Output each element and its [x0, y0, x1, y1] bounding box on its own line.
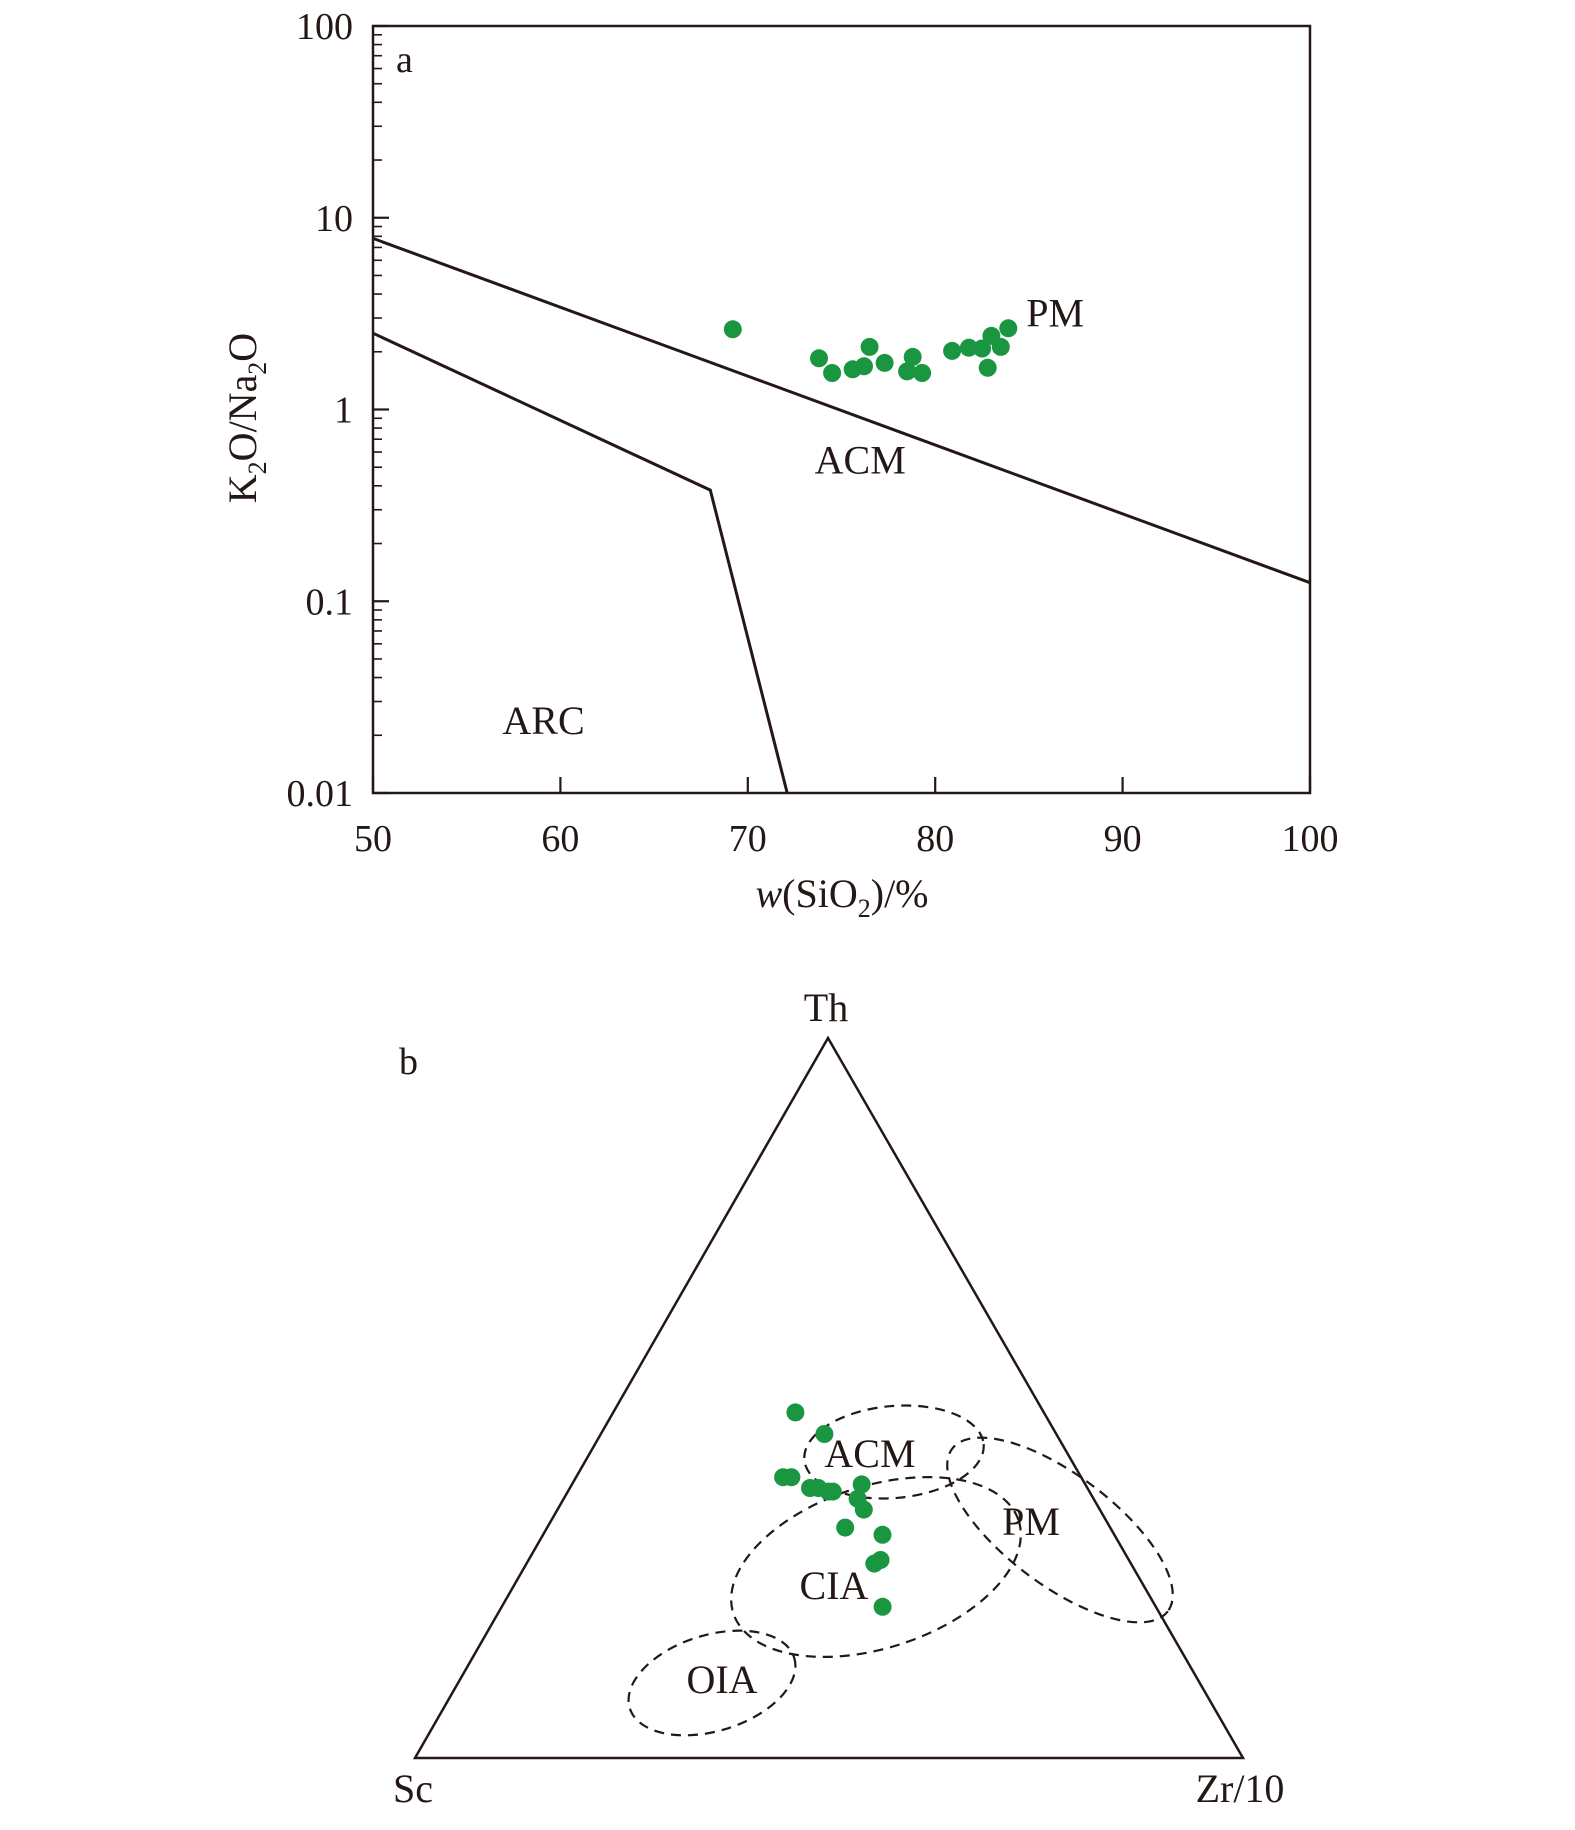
x-axis-title-italic: w	[755, 871, 782, 916]
x-tick-label: 100	[1282, 818, 1339, 860]
data-point	[903, 347, 922, 366]
data-point	[999, 319, 1018, 338]
field-label-acm: ACM	[824, 1431, 915, 1476]
data-point	[823, 364, 842, 382]
region-label-pm: PM	[1026, 291, 1084, 336]
panel-label-a: a	[396, 39, 413, 81]
field-cia-outline	[730, 1475, 1022, 1659]
boundary-line-2	[372, 331, 789, 794]
tectonic-fields	[627, 1404, 1174, 1737]
x-axis-title-end: )/%	[871, 871, 929, 916]
y-tick-label: 100	[296, 6, 353, 48]
discrimination-boundaries	[372, 236, 1311, 794]
x-tick-label: 90	[1104, 818, 1142, 860]
data-point	[875, 353, 894, 372]
y-tick-label: 10	[315, 198, 353, 240]
field-labels: ACM PM CIA OIA	[686, 1431, 1059, 1702]
ternary-triangle	[412, 1035, 1246, 1760]
vertex-label-th: Th	[804, 985, 848, 1030]
vertex-label-zr10: Zr/10	[1196, 1766, 1285, 1811]
x-tick-label: 80	[916, 818, 954, 860]
x-tick-label: 60	[541, 818, 579, 860]
x-axis-title-sub: 2	[858, 894, 871, 923]
data-point	[810, 349, 828, 368]
data-point	[898, 362, 917, 381]
boundary-line-1	[372, 236, 1311, 585]
x-tick-label: 50	[354, 818, 392, 860]
data-point	[973, 339, 992, 358]
vertex-label-sc: Sc	[393, 1766, 433, 1811]
x-axis-title: w(SiO2)/%	[755, 871, 928, 923]
y-tick-label: 0.1	[306, 581, 354, 623]
panel-a-chart: a 50 60 70 80 90 100 0.01 0.1 1 10 100 PM ACM ARC w…	[220, 6, 1339, 923]
ternary-data-point	[852, 1475, 871, 1494]
ternary-data-point	[782, 1468, 801, 1487]
x-tick-label: 70	[729, 818, 767, 860]
ternary-data-point	[873, 1597, 892, 1616]
y-axis-title: K2O/Na2O	[220, 333, 272, 503]
region-label-arc: ARC	[502, 698, 584, 743]
field-pm-outline	[946, 1436, 1174, 1624]
panel-b-ternary: b Th Sc Zr/10 ACM PM CIA OIA	[393, 985, 1284, 1811]
ternary-data-point	[873, 1525, 892, 1544]
x-axis-ticks	[371, 777, 1312, 793]
y-axis-title-sub-2: 2	[243, 362, 272, 375]
ternary-data-point	[836, 1518, 855, 1537]
field-oia-outline	[627, 1629, 797, 1737]
field-label-oia: OIA	[686, 1657, 757, 1702]
data-point	[991, 337, 1010, 356]
x-axis-tick-labels: 50 60 70 80 90 100	[354, 818, 1339, 860]
y-axis-title-part-2: O/Na	[220, 374, 265, 461]
y-axis-ticks	[373, 24, 389, 795]
region-label-acm: ACM	[815, 437, 906, 482]
y-axis-title-sub-1: 2	[243, 461, 272, 474]
data-point	[959, 338, 978, 357]
data-point	[978, 358, 997, 377]
data-point	[855, 357, 873, 376]
y-axis-tick-labels: 0.01 0.1 1 10 100	[287, 6, 354, 815]
field-label-cia: CIA	[800, 1563, 869, 1608]
data-point	[723, 320, 742, 339]
data-point	[860, 337, 879, 356]
ternary-data-point	[786, 1403, 805, 1422]
data-point	[943, 341, 962, 360]
ternary-data-points	[774, 1403, 892, 1616]
x-axis-title-main: (SiO	[782, 871, 858, 916]
ternary-data-point	[823, 1482, 842, 1501]
data-point	[913, 364, 932, 382]
data-points	[723, 319, 1018, 382]
y-axis-title-part-3: O	[220, 333, 265, 362]
y-tick-label: 1	[334, 390, 353, 432]
panel-label-b: b	[399, 1041, 418, 1083]
ternary-data-point	[854, 1500, 873, 1519]
field-label-pm: PM	[1002, 1499, 1060, 1544]
field-acm-outline	[803, 1404, 985, 1500]
y-axis-title-part-1: K	[220, 474, 265, 503]
ternary-data-point	[871, 1551, 890, 1569]
y-tick-label: 0.01	[287, 773, 354, 815]
ternary-data-point	[815, 1425, 834, 1443]
region-labels: PM ACM ARC	[502, 291, 1084, 743]
